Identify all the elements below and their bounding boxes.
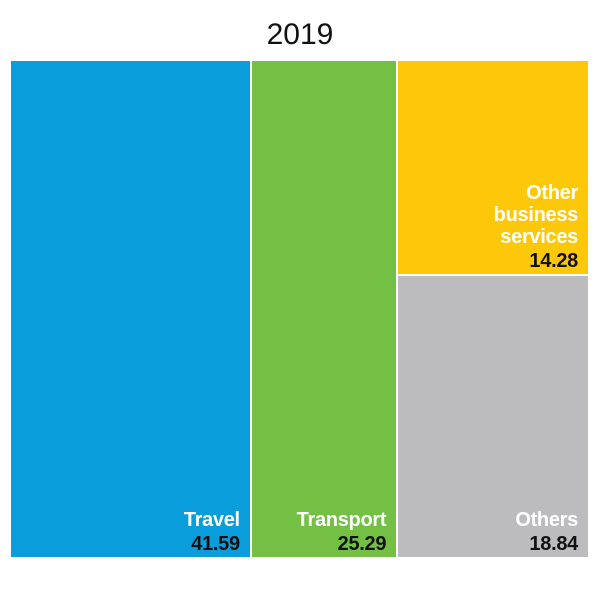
treemap-tile-travel: Travel 41.59 — [10, 60, 251, 558]
tile-label-travel: Travel — [183, 509, 240, 531]
treemap-chart: Travel 41.59 Transport 25.29 Other business … — [10, 60, 589, 558]
tile-value-other-business-services: 14.28 — [529, 249, 578, 272]
tile-label-other-business-services: Other business services — [493, 181, 579, 248]
chart-title: 2019 — [266, 18, 334, 51]
tile-label-transport: Transport — [296, 509, 387, 531]
treemap-tile-other-business-services: Other business services 14.28 — [397, 60, 589, 275]
tile-value-travel: 41.59 — [191, 533, 240, 555]
treemap-tile-transport: Transport 25.29 — [250, 60, 398, 558]
tile-value-transport: 25.29 — [337, 533, 387, 555]
tile-value-others: 18.84 — [529, 532, 578, 555]
tile-label-others: Others — [515, 508, 578, 531]
treemap-tile-others: Others 18.84 — [397, 274, 589, 558]
